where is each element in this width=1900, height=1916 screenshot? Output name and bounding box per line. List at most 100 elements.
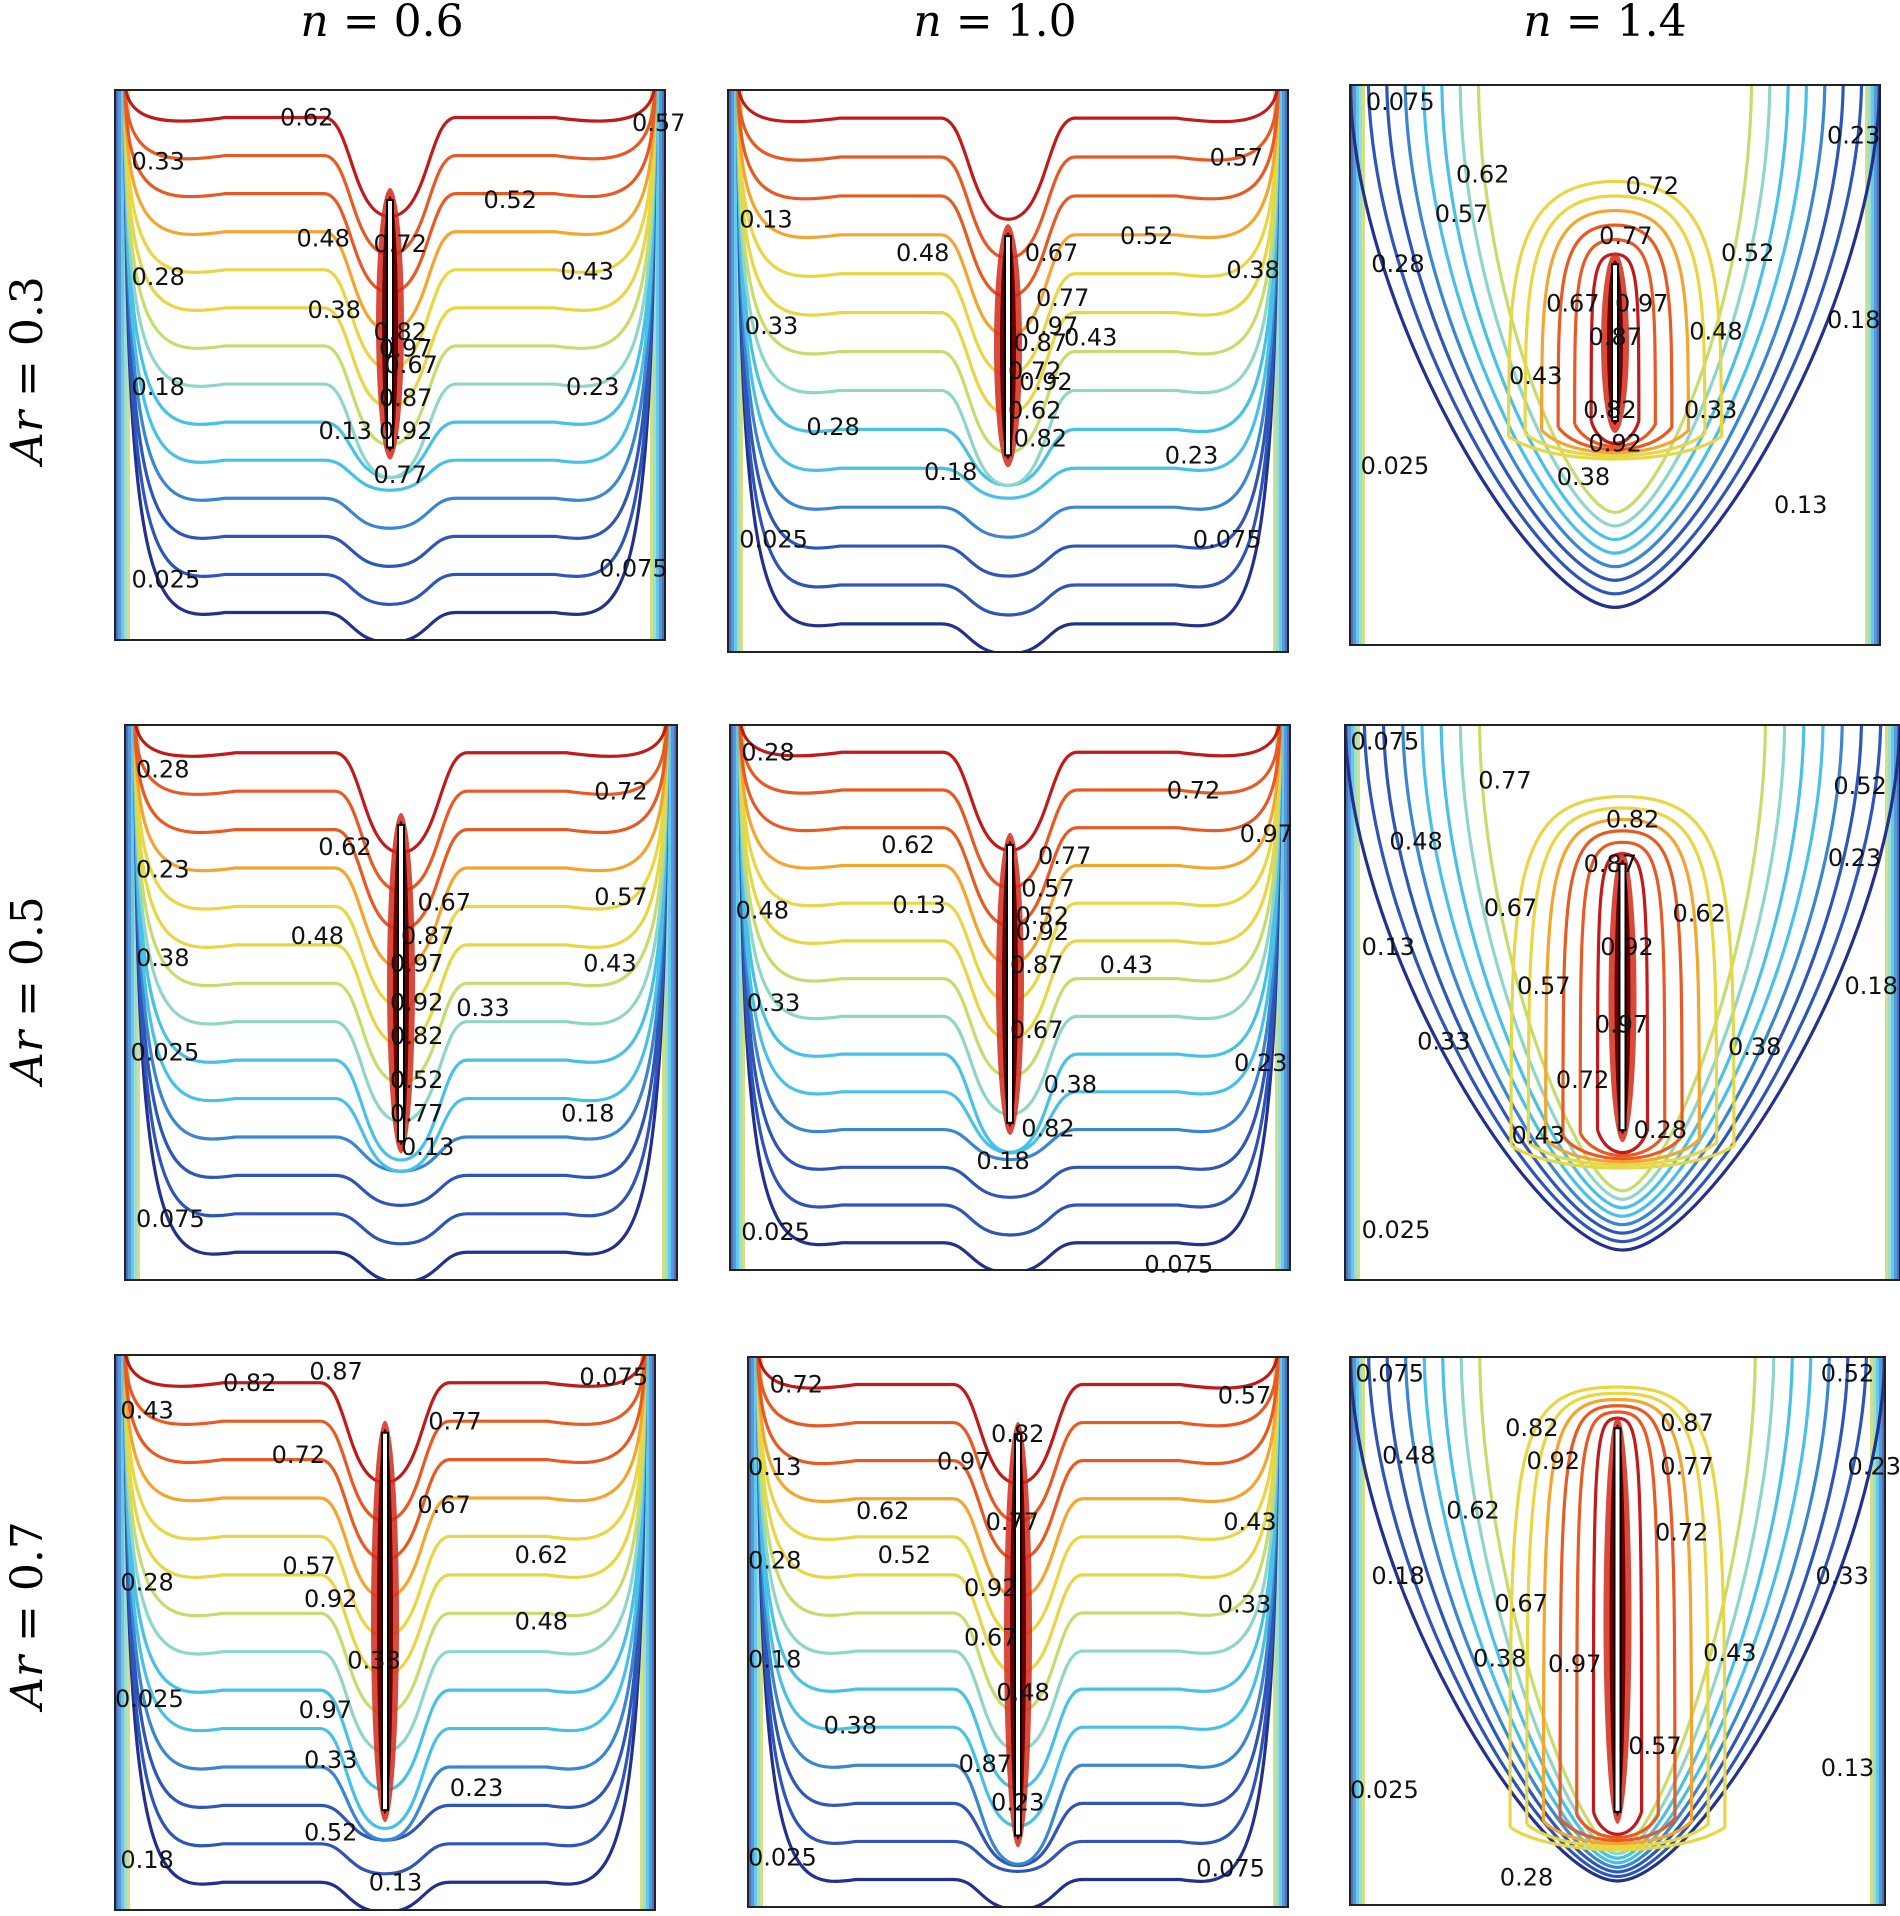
contour-label: 0.33 bbox=[1815, 1562, 1868, 1590]
contour-label: 0.38 bbox=[1557, 463, 1610, 491]
panel-ar0.7-n1.4: 0.075 0.52 0.87 0.82 0.48 0.92 0.77 0.23 0.62 0.7… bbox=[1349, 1356, 1900, 1906]
wall-band bbox=[731, 90, 734, 652]
contour-label: 0.13 bbox=[1821, 1754, 1874, 1782]
contour-label: 0.92 bbox=[304, 1585, 357, 1613]
column-title-3: n = 1.4 bbox=[1523, 0, 1686, 47]
contour-label: 0.025 bbox=[115, 1685, 184, 1713]
contour-label: 0.62 bbox=[881, 831, 934, 859]
contour-label: 0.48 bbox=[1689, 317, 1742, 345]
isotherm-line bbox=[756, 1357, 1280, 1907]
wall-band bbox=[1348, 725, 1351, 1280]
row-3-var: Ar bbox=[2, 1653, 53, 1713]
contour-label: 0.38 bbox=[1226, 256, 1279, 284]
contour-label: 0.13 bbox=[369, 1868, 422, 1896]
contour-label: 0.57 bbox=[1435, 200, 1488, 228]
contour-label: 0.28 bbox=[132, 263, 185, 291]
contour-label: 0.13 bbox=[1774, 491, 1827, 519]
column-title-2: n = 1.0 bbox=[913, 0, 1076, 47]
isotherm-line bbox=[123, 1355, 647, 1910]
contour-label: 0.62 bbox=[1008, 396, 1061, 424]
contour-label: 0.38 bbox=[1473, 1644, 1526, 1672]
wall-band bbox=[1351, 725, 1354, 1280]
contour-label: 0.075 bbox=[579, 1363, 648, 1391]
contour-label: 0.72 bbox=[594, 778, 647, 806]
column-1-value: 0.6 bbox=[394, 0, 464, 47]
isotherm-line bbox=[1509, 794, 1736, 1170]
isotherm-line bbox=[1544, 817, 1701, 1164]
contour-label: 0.62 bbox=[515, 1541, 568, 1569]
wall-band bbox=[1285, 1357, 1288, 1907]
contour-label: 0.82 bbox=[1505, 1414, 1558, 1442]
isotherm-line bbox=[1573, 238, 1657, 448]
panel-frame bbox=[1344, 724, 1900, 1281]
contour-label: 0.18 bbox=[1371, 1562, 1424, 1590]
contour-label: 0.33 bbox=[1417, 1027, 1470, 1055]
contour-label: 0.48 bbox=[297, 225, 350, 253]
contour-label: 0.025 bbox=[131, 1038, 200, 1066]
isotherm-line bbox=[1350, 1357, 1885, 1883]
panel-frame bbox=[124, 724, 678, 1281]
wall-band bbox=[1362, 85, 1365, 645]
wall-band bbox=[1357, 725, 1360, 1280]
wall-band bbox=[739, 725, 742, 1270]
contour-label: 0.13 bbox=[1362, 933, 1415, 961]
row-title-1: Ar = 0.3 bbox=[2, 276, 53, 468]
isotherm-line bbox=[1385, 85, 1845, 582]
isotherm-line bbox=[1526, 806, 1719, 1167]
contour-label: 0.97 bbox=[1025, 312, 1078, 340]
isotherm-line bbox=[133, 725, 669, 1162]
row-title-3: Ar = 0.7 bbox=[2, 1521, 53, 1713]
isotherm-line bbox=[756, 1357, 1280, 1874]
column-2-var: n bbox=[913, 0, 941, 47]
isotherm-line bbox=[1556, 223, 1674, 452]
contour-label: 0.92 bbox=[964, 1574, 1017, 1602]
contour-label: 0.77 bbox=[390, 1100, 443, 1128]
contour-label: 0.92 bbox=[1527, 1447, 1580, 1475]
contour-label: 0.92 bbox=[1019, 368, 1072, 396]
isotherm-line bbox=[1420, 725, 1825, 1218]
contour-label: 0.92 bbox=[1016, 918, 1069, 946]
wall-band bbox=[1888, 725, 1891, 1280]
isotherm-line bbox=[1350, 85, 1880, 610]
isotherm-line bbox=[123, 90, 657, 492]
isotherm-line bbox=[1362, 725, 1883, 1244]
isotherm-line bbox=[133, 725, 669, 1246]
contour-label: 0.67 bbox=[1484, 894, 1537, 922]
contour-label: 0.62 bbox=[1672, 900, 1725, 928]
wall-band bbox=[1885, 725, 1888, 1280]
wall-band bbox=[1282, 1357, 1285, 1907]
contour-label: 0.67 bbox=[964, 1624, 1017, 1652]
contour-label: 0.13 bbox=[748, 1453, 801, 1481]
heated-plate bbox=[397, 823, 405, 1143]
contour-label: 0.48 bbox=[515, 1607, 568, 1635]
panel-ar0.5-n1.0: 0.28 0.72 0.62 0.77 0.48 0.13 0.57 0.97 0.520.92… bbox=[729, 724, 1293, 1279]
wall-band bbox=[1876, 1357, 1879, 1905]
isotherm-line bbox=[1441, 1357, 1794, 1860]
isotherm-line bbox=[1459, 1357, 1776, 1856]
contour-label: 0.57 bbox=[1210, 143, 1263, 171]
contour-label: 0.23 bbox=[1234, 1049, 1287, 1077]
contour-label: 0.23 bbox=[1828, 844, 1881, 872]
isotherm-line bbox=[1591, 1416, 1644, 1836]
wall-band bbox=[1356, 1357, 1359, 1905]
wall-band bbox=[115, 90, 118, 640]
contour-label: 0.43 bbox=[1703, 1639, 1756, 1667]
isotherm-line bbox=[1367, 1357, 1868, 1879]
isotherm-line bbox=[738, 725, 1282, 1199]
heated-plate bbox=[1004, 235, 1012, 457]
isotherm-line bbox=[1440, 85, 1790, 542]
contour-label: 0.67 bbox=[1025, 239, 1078, 267]
contour-label: 0.87 bbox=[1014, 329, 1067, 357]
contour-label: 0.48 bbox=[1382, 1442, 1435, 1470]
isotherm-line bbox=[1478, 725, 1767, 1193]
contour-label: 0.28 bbox=[1500, 1864, 1553, 1892]
contour-label: 0.33 bbox=[1684, 396, 1737, 424]
contour-label: 0.82 bbox=[1583, 396, 1636, 424]
contour-label: 0.33 bbox=[304, 1746, 357, 1774]
isotherm-line bbox=[133, 725, 669, 1208]
contour-label: 0.57 bbox=[1021, 875, 1074, 903]
wall-band bbox=[662, 90, 665, 640]
wall-band bbox=[125, 725, 128, 1280]
wall-band bbox=[734, 90, 737, 652]
contour-label: 0.43 bbox=[1064, 323, 1117, 351]
